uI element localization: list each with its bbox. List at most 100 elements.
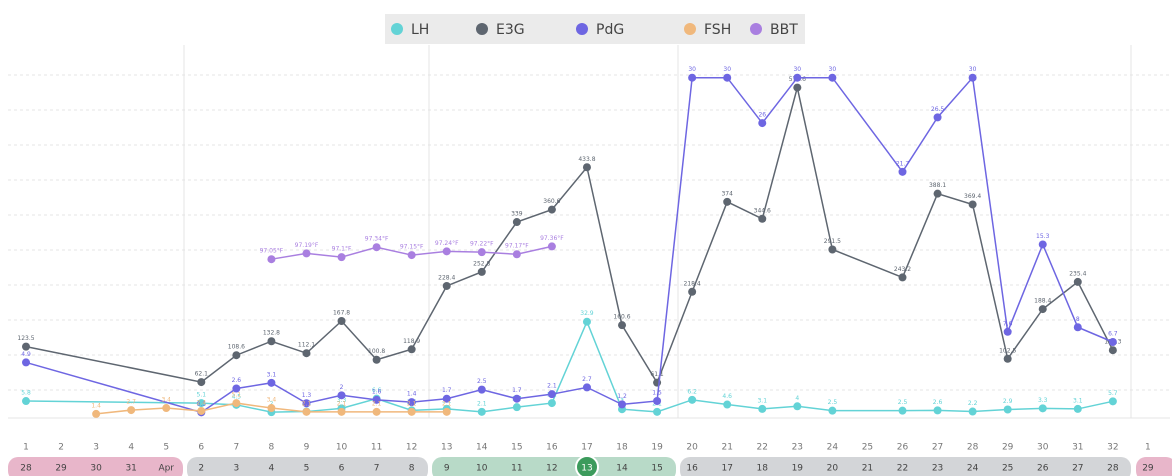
date-label: 18 bbox=[757, 464, 769, 474]
value-label: 8 bbox=[1076, 316, 1080, 323]
point bbox=[653, 407, 662, 416]
x-tick-label: 31 bbox=[1072, 443, 1083, 453]
point bbox=[1003, 405, 1012, 414]
point bbox=[477, 407, 486, 416]
date-label: 7 bbox=[374, 464, 380, 474]
value-label: 132.8 bbox=[263, 330, 280, 337]
x-tick-label: 8 bbox=[269, 443, 275, 453]
date-label: 3 bbox=[233, 464, 239, 474]
x-tick-label: 12 bbox=[406, 443, 417, 453]
value-label: 2.1 bbox=[337, 400, 347, 407]
point bbox=[372, 355, 381, 364]
point bbox=[372, 395, 381, 404]
point bbox=[758, 119, 767, 128]
legend-label: PdG bbox=[596, 22, 624, 38]
x-tick-label: 4 bbox=[128, 443, 134, 453]
value-label: 2.1 bbox=[302, 400, 312, 407]
date-label: 4 bbox=[269, 464, 275, 474]
date-label: 27 bbox=[1072, 464, 1083, 474]
point bbox=[512, 250, 521, 259]
legend-swatch bbox=[476, 23, 488, 35]
point bbox=[1108, 337, 1117, 346]
value-label: 369.4 bbox=[964, 193, 981, 200]
x-tick-label: 9 bbox=[304, 443, 310, 453]
value-label: 2 bbox=[340, 384, 344, 391]
value-label: 1.4 bbox=[407, 391, 417, 398]
value-label: 5.8 bbox=[21, 390, 31, 397]
value-label: 2.5 bbox=[828, 399, 838, 406]
point bbox=[1108, 346, 1117, 355]
value-label: 5.7 bbox=[1108, 390, 1118, 397]
point bbox=[547, 205, 556, 214]
point bbox=[618, 400, 627, 409]
x-tick-label: 1 bbox=[1145, 443, 1151, 453]
point bbox=[1038, 240, 1047, 249]
value-label: 97.24°F bbox=[435, 240, 459, 247]
point bbox=[793, 83, 802, 92]
value-label: 5.1 bbox=[232, 392, 242, 399]
point bbox=[267, 404, 276, 413]
value-label: 160.6 bbox=[613, 314, 630, 321]
value-label: 188.4 bbox=[1034, 298, 1051, 305]
point bbox=[407, 407, 416, 416]
x-tick-label: 32 bbox=[1107, 443, 1118, 453]
point bbox=[1003, 327, 1012, 336]
x-tick-label: 18 bbox=[616, 443, 628, 453]
value-label: 3.1 bbox=[1073, 397, 1083, 404]
value-label: 3.1 bbox=[757, 397, 767, 404]
point bbox=[1003, 354, 1012, 363]
point bbox=[512, 218, 521, 227]
point bbox=[302, 249, 311, 258]
date-label: 26 bbox=[1037, 464, 1049, 474]
value-label: 30 bbox=[969, 66, 977, 73]
x-tick-label: 30 bbox=[1037, 443, 1049, 453]
value-label: 26.5 bbox=[931, 106, 945, 113]
value-label: 2.7 bbox=[582, 376, 592, 383]
point bbox=[337, 253, 346, 262]
point bbox=[688, 395, 697, 404]
point bbox=[337, 317, 346, 326]
point bbox=[442, 281, 451, 290]
x-tick-label: 16 bbox=[546, 443, 558, 453]
point bbox=[933, 406, 942, 415]
value-label: 7.6 bbox=[1003, 320, 1013, 327]
point bbox=[22, 342, 30, 351]
point bbox=[828, 406, 837, 415]
date-label: 28 bbox=[1107, 464, 1119, 474]
point bbox=[477, 385, 486, 394]
value-label: 2.1 bbox=[547, 383, 557, 390]
value-label: 15.3 bbox=[1036, 233, 1050, 240]
point bbox=[267, 337, 276, 346]
point bbox=[22, 397, 30, 406]
value-label: 339 bbox=[511, 211, 523, 218]
value-label: 0.5 bbox=[197, 401, 207, 408]
value-label: 374 bbox=[721, 190, 733, 197]
x-tick-label: 11 bbox=[371, 443, 382, 453]
legend-swatch bbox=[684, 23, 696, 35]
value-label: 97.1°F bbox=[332, 246, 352, 253]
point bbox=[723, 73, 732, 82]
date-label: 22 bbox=[897, 464, 908, 474]
value-label: 3.3 bbox=[337, 397, 347, 404]
x-tick-label: 17 bbox=[581, 443, 592, 453]
x-tick-label: 24 bbox=[827, 443, 839, 453]
date-label: 16 bbox=[686, 464, 698, 474]
date-label: 5 bbox=[304, 464, 310, 474]
point bbox=[828, 245, 837, 254]
x-tick-label: 29 bbox=[1002, 443, 1014, 453]
point bbox=[758, 404, 767, 413]
value-label: 21.7 bbox=[896, 160, 910, 167]
series-line bbox=[25, 319, 1114, 413]
point bbox=[407, 398, 416, 407]
point bbox=[968, 73, 977, 82]
date-label: 6 bbox=[339, 464, 345, 474]
date-label: 13 bbox=[581, 464, 592, 474]
value-label: 388.1 bbox=[929, 182, 946, 189]
date-label: 17 bbox=[721, 464, 732, 474]
point bbox=[302, 349, 311, 358]
value-label: 4 bbox=[795, 395, 799, 402]
point bbox=[1038, 404, 1047, 413]
point bbox=[1073, 323, 1082, 332]
date-label: 24 bbox=[967, 464, 979, 474]
